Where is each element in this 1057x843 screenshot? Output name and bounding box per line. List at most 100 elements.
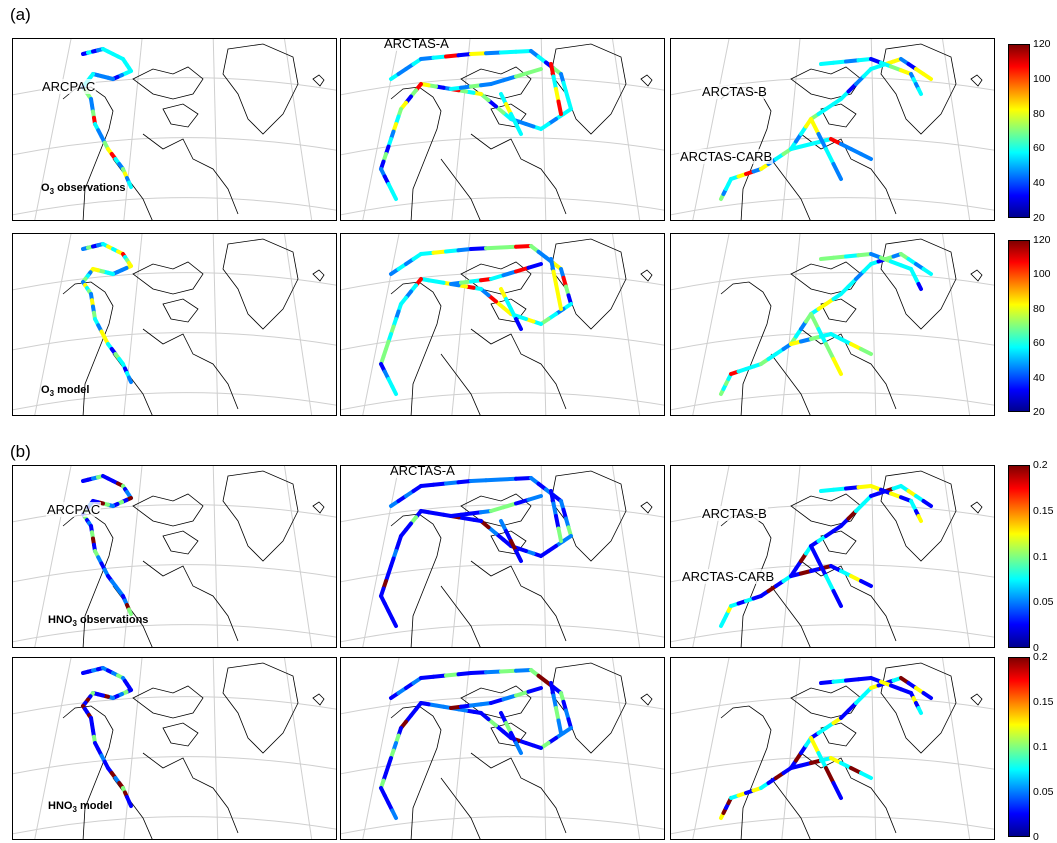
- panel-hno3-obs-arcpac: ARCPAC HNO3 observations: [12, 465, 337, 648]
- campaign-label-arctas-a-b: ARCTAS-A: [389, 465, 456, 478]
- o3-obs-suffix: observations: [54, 182, 126, 194]
- graticule-line: [781, 658, 801, 839]
- flight-track-segment: [856, 676, 873, 682]
- flight-track-segment: [456, 247, 473, 253]
- colorbar-tick: 0.1: [1033, 550, 1048, 563]
- flight-track-segment: [549, 489, 556, 506]
- colorbar-tick: 100: [1033, 268, 1051, 281]
- flight-track-segment: [514, 497, 531, 506]
- graticule-line: [451, 234, 471, 415]
- graticule-line: [671, 392, 994, 411]
- graticule-line: [611, 658, 641, 839]
- flight-track-segment: [816, 559, 828, 578]
- coastline: [770, 585, 811, 647]
- flight-track-segment: [556, 294, 563, 311]
- coastline: [720, 705, 772, 839]
- flight-track-segment: [831, 357, 843, 376]
- coastline: [800, 328, 897, 410]
- graticule-line: [611, 466, 641, 647]
- graticule-line: [671, 504, 994, 523]
- flight-track-segment: [831, 59, 848, 65]
- coastline: [162, 298, 199, 323]
- flight-track-segment: [501, 269, 518, 278]
- colorbar-hno3-obs: [1008, 465, 1030, 648]
- coastline: [470, 133, 567, 215]
- map-hno3-obs-arctas-a: [341, 466, 664, 647]
- colorbar-tick: 0: [1033, 642, 1039, 654]
- campaign-label-arctas-carb-b: ARCTAS-CARB: [681, 569, 776, 584]
- coastline: [460, 261, 532, 295]
- coastline: [880, 43, 957, 135]
- coastline: [460, 66, 532, 100]
- flight-track-segment: [859, 152, 873, 161]
- graticule-line: [781, 234, 801, 415]
- hno3-model-prefix: HNO: [48, 800, 73, 812]
- coastline: [970, 501, 983, 514]
- graticule-line: [212, 234, 219, 415]
- flight-track-segment: [551, 501, 558, 518]
- flight-track-segment: [484, 245, 503, 251]
- graticule-line: [341, 332, 664, 351]
- coastline: [112, 353, 153, 415]
- colorbar-tick: 120: [1033, 234, 1051, 246]
- coastline: [460, 685, 532, 719]
- o3-obs-prefix: O: [41, 182, 50, 194]
- flight-track-segment: [419, 250, 436, 256]
- coastline: [312, 269, 325, 282]
- coastline: [770, 353, 811, 415]
- flight-track-segment: [390, 189, 398, 201]
- graticule-line: [341, 816, 664, 835]
- coastline: [112, 158, 153, 220]
- map-hno3-model-arctas-b: [671, 658, 994, 839]
- coastline: [440, 777, 481, 839]
- coastline: [460, 493, 532, 527]
- graticule-line: [611, 234, 641, 415]
- coastline: [142, 133, 239, 215]
- flight-track-segment: [501, 693, 518, 702]
- panel-o3-model-arctas-b: [670, 233, 995, 416]
- flight-track-segment: [844, 485, 861, 491]
- map-hno3-model-arcpac: [13, 658, 336, 839]
- flight-track-segment: [514, 317, 523, 331]
- coastline: [640, 74, 653, 87]
- graticule-line: [283, 466, 313, 647]
- graticule-line: [671, 272, 994, 291]
- flight-track-segment: [856, 57, 873, 63]
- coastline: [550, 470, 627, 562]
- coastline: [770, 158, 811, 220]
- flight-track-segment: [514, 122, 523, 136]
- graticule-line: [870, 466, 877, 647]
- flight-track-segment: [844, 677, 861, 683]
- flight-track-segment: [819, 487, 836, 493]
- flight-track-segment: [431, 249, 448, 255]
- graticule-line: [611, 39, 641, 220]
- graticule-line: [123, 39, 143, 220]
- colorbar-tick: 20: [1033, 406, 1045, 418]
- flight-track-segment: [556, 718, 563, 735]
- graticule-line: [671, 77, 994, 96]
- panel-o3-model-arcpac: O3 model: [12, 233, 337, 416]
- graticule-line: [692, 466, 730, 647]
- o3-model-sub: 3: [49, 389, 55, 399]
- coastline: [790, 66, 862, 100]
- flight-track-segment: [514, 741, 523, 755]
- graticule-line: [870, 234, 877, 415]
- coastline: [640, 501, 653, 514]
- coastline: [820, 103, 857, 128]
- coastline: [390, 705, 442, 839]
- graticule-line: [341, 137, 664, 156]
- campaign-label-arcpac: ARCPAC: [41, 79, 97, 94]
- coastline: [132, 685, 204, 719]
- flight-track-segment: [831, 162, 843, 181]
- colorbar-o3-obs: [1008, 44, 1030, 218]
- flight-track-segment: [844, 253, 861, 259]
- coastline: [142, 560, 239, 642]
- hno3-obs-suffix: observations: [76, 614, 149, 626]
- flight-track-segment: [526, 686, 543, 694]
- colorbar-hno3-model: [1008, 657, 1030, 837]
- coastline: [970, 693, 983, 706]
- colorbar-tick: 120: [1033, 38, 1051, 50]
- graticule-line: [870, 39, 877, 220]
- colorbar-tick: 40: [1033, 177, 1045, 190]
- flight-track-segment: [551, 74, 558, 91]
